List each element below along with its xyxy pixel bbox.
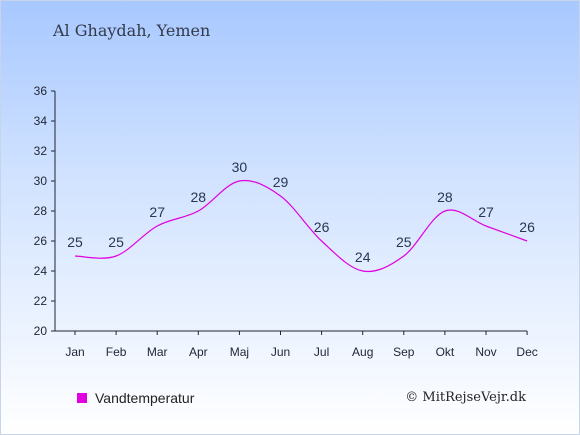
- data-label: 24: [355, 249, 371, 265]
- data-label: 25: [396, 234, 412, 250]
- data-label: 26: [314, 219, 330, 235]
- series-line-vandtemperatur: [74, 179, 528, 273]
- data-label: 25: [67, 234, 83, 250]
- y-tick-label: 30: [34, 174, 48, 188]
- x-tick-label: Nov: [475, 345, 496, 359]
- data-label: 29: [273, 174, 289, 190]
- data-label: 27: [478, 204, 494, 220]
- x-tick-label: Feb: [106, 345, 127, 359]
- y-tick-label: 20: [34, 324, 48, 338]
- data-label: 30: [232, 159, 248, 175]
- x-tick-label: Maj: [230, 345, 249, 359]
- legend: Vandtemperatur: [77, 390, 194, 406]
- x-tick-label: Sep: [393, 345, 415, 359]
- y-tick-label: 34: [34, 114, 48, 128]
- x-tick-label: Jan: [65, 345, 84, 359]
- data-label: 26: [519, 219, 535, 235]
- x-tick-label: Apr: [189, 345, 208, 359]
- y-tick-label: 26: [34, 234, 48, 248]
- data-label: 27: [149, 204, 165, 220]
- data-label: 25: [108, 234, 124, 250]
- data-label: 28: [191, 189, 207, 205]
- y-tick-label: 32: [34, 144, 48, 158]
- y-tick-label: 28: [34, 204, 48, 218]
- x-tick-label: Okt: [436, 345, 455, 359]
- x-tick-label: Dec: [516, 345, 537, 359]
- x-tick-label: Mar: [147, 345, 168, 359]
- legend-swatch: [77, 393, 87, 403]
- copyright-text: © MitRejseVejr.dk: [405, 390, 526, 405]
- y-tick-label: 36: [34, 84, 48, 98]
- y-tick-label: 22: [34, 294, 48, 308]
- x-tick-label: Aug: [352, 345, 373, 359]
- y-tick-label: 24: [34, 264, 48, 278]
- chart-title: Al Ghaydah, Yemen: [53, 21, 211, 40]
- x-tick-label: Jul: [314, 345, 329, 359]
- data-label: 28: [437, 189, 453, 205]
- x-tick-label: Jun: [271, 345, 290, 359]
- legend-label: Vandtemperatur: [95, 390, 195, 406]
